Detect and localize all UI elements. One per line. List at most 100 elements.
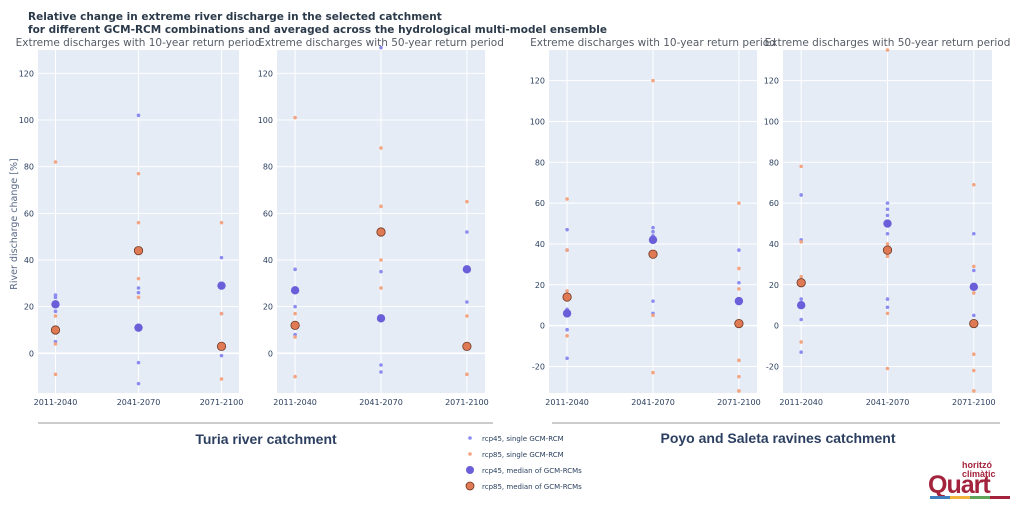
y-tick-label: 60 xyxy=(24,209,34,218)
point-rcp45-single xyxy=(565,227,569,232)
point-rcp85-single xyxy=(737,201,741,205)
point-rcp45-single xyxy=(136,113,141,118)
point-rcp45-median xyxy=(734,296,744,306)
point-rcp85-single xyxy=(293,374,297,379)
point-rcp45-median xyxy=(648,235,658,245)
point-rcp85-single xyxy=(885,242,890,246)
y-tick-label: 80 xyxy=(24,163,34,172)
point-rcp45-single xyxy=(53,309,58,314)
point-rcp85-single xyxy=(136,171,141,176)
x-tick-label: 2041-2070 xyxy=(631,398,675,407)
logo-bar-blue xyxy=(930,496,950,499)
point-rcp85-single xyxy=(737,287,741,291)
legend-label-rcp85-median: rcp85, median of GCM-RCMs xyxy=(482,483,582,491)
y-tick-label: 80 xyxy=(535,158,545,167)
x-tick-label: 2071-2100 xyxy=(445,398,489,407)
point-rcp45-single xyxy=(565,356,569,361)
point-rcp45-single xyxy=(465,230,469,234)
logo-bar-yellow xyxy=(950,496,970,499)
point-rcp85-single xyxy=(651,370,655,375)
y-tick-label: 60 xyxy=(535,199,545,208)
catchment-label-turia: Turia river catchment xyxy=(195,431,337,447)
point-rcp45-single xyxy=(885,207,890,212)
point-rcp45-single xyxy=(465,300,469,304)
point-rcp45-median xyxy=(134,323,143,332)
y-axis-label: River discharge change [%] xyxy=(9,158,20,289)
point-rcp85-single xyxy=(651,78,655,83)
point-rcp85-single xyxy=(799,274,803,279)
panel-title: Extreme discharges with 10-year return p… xyxy=(530,37,776,49)
point-rcp85-single xyxy=(972,291,976,295)
point-rcp85-single xyxy=(885,311,890,316)
point-rcp85-single xyxy=(799,240,803,244)
legend-marker-rcp45-single xyxy=(468,436,472,440)
point-rcp45-median xyxy=(290,286,300,295)
point-rcp85-single xyxy=(972,264,976,269)
point-rcp85-single xyxy=(219,220,224,225)
point-rcp45-median xyxy=(51,300,60,309)
point-rcp45-single xyxy=(799,317,803,322)
point-rcp85-single xyxy=(737,266,741,271)
x-tick-label: 2011-2040 xyxy=(779,398,823,407)
y-tick-label: 20 xyxy=(535,281,545,290)
point-rcp45-median xyxy=(562,309,572,318)
point-rcp85-single xyxy=(465,372,469,377)
x-tick-label: 2041-2070 xyxy=(117,398,161,407)
point-rcp85-single xyxy=(465,199,469,204)
point-rcp85-single xyxy=(379,286,383,290)
logo-line-2: climàtic xyxy=(962,469,996,479)
point-rcp45-single xyxy=(799,297,803,301)
point-rcp45-single xyxy=(885,297,890,301)
chart-panel-4: -20 0 20 40 60 80 100 120 2011-2040 2041-2070 2071… xyxy=(764,37,1011,407)
point-rcp85-single xyxy=(737,374,741,379)
point-rcp45-single xyxy=(293,267,297,272)
point-rcp45-single xyxy=(136,381,141,386)
y-tick-label: 40 xyxy=(769,240,779,249)
y-tick-label: 80 xyxy=(263,163,273,172)
point-rcp85-single xyxy=(972,182,976,187)
point-rcp85-median xyxy=(133,246,144,256)
chart-panel-2: 0 20 40 60 80 100 120 2011-2040 2041-2070 2071-21… xyxy=(258,37,504,407)
panel-title: Extreme discharges with 50-year return p… xyxy=(765,37,1011,49)
point-rcp85-single xyxy=(565,248,569,252)
point-rcp45-single xyxy=(737,280,741,285)
y-tick-label: -20 xyxy=(532,362,545,371)
point-rcp85-single xyxy=(53,160,58,164)
point-rcp85-single xyxy=(799,340,803,344)
point-rcp85-single xyxy=(737,358,741,363)
x-tick-label: 2071-2100 xyxy=(952,398,996,407)
point-rcp85-median xyxy=(562,292,572,302)
y-tick-label: 0 xyxy=(29,349,34,358)
point-rcp85-median xyxy=(734,318,744,329)
legend-marker-rcp85-single xyxy=(468,452,472,456)
point-rcp45-single xyxy=(136,290,141,295)
y-tick-label: 20 xyxy=(24,303,34,312)
x-tick-label: 2041-2070 xyxy=(359,398,403,407)
point-rcp85-median xyxy=(882,245,893,255)
point-rcp85-single xyxy=(651,313,655,318)
point-rcp85-single xyxy=(885,366,890,371)
x-tick-label: 2041-2070 xyxy=(866,398,910,407)
figure-title-line-1: Relative change in extreme river dischar… xyxy=(28,11,442,23)
x-tick-label: 2071-2100 xyxy=(717,398,761,407)
point-rcp85-single xyxy=(465,314,469,318)
point-rcp45-single xyxy=(293,304,297,309)
panel-title: Extreme discharges with 10-year return p… xyxy=(16,37,262,49)
point-rcp45-single xyxy=(885,305,890,310)
panel-title: Extreme discharges with 50-year return p… xyxy=(258,37,504,49)
point-rcp85-median xyxy=(648,249,658,259)
point-rcp45-single xyxy=(885,231,890,236)
y-tick-label: -20 xyxy=(766,362,779,371)
point-rcp45-single xyxy=(885,201,890,205)
point-rcp85-single xyxy=(53,342,58,346)
y-tick-label: 100 xyxy=(19,116,34,125)
point-rcp45-single xyxy=(565,327,569,332)
chart-panel-3: -20 0 20 40 60 80 100 120 2011-2040 2041-2070 2071… xyxy=(530,37,776,407)
point-rcp85-single xyxy=(972,352,976,357)
y-tick-label: 0 xyxy=(540,322,545,331)
point-rcp45-single xyxy=(885,213,890,218)
y-tick-label: 100 xyxy=(258,116,273,125)
point-rcp45-median xyxy=(462,265,472,274)
logo-bar-green xyxy=(970,496,990,499)
point-rcp85-single xyxy=(885,48,890,52)
